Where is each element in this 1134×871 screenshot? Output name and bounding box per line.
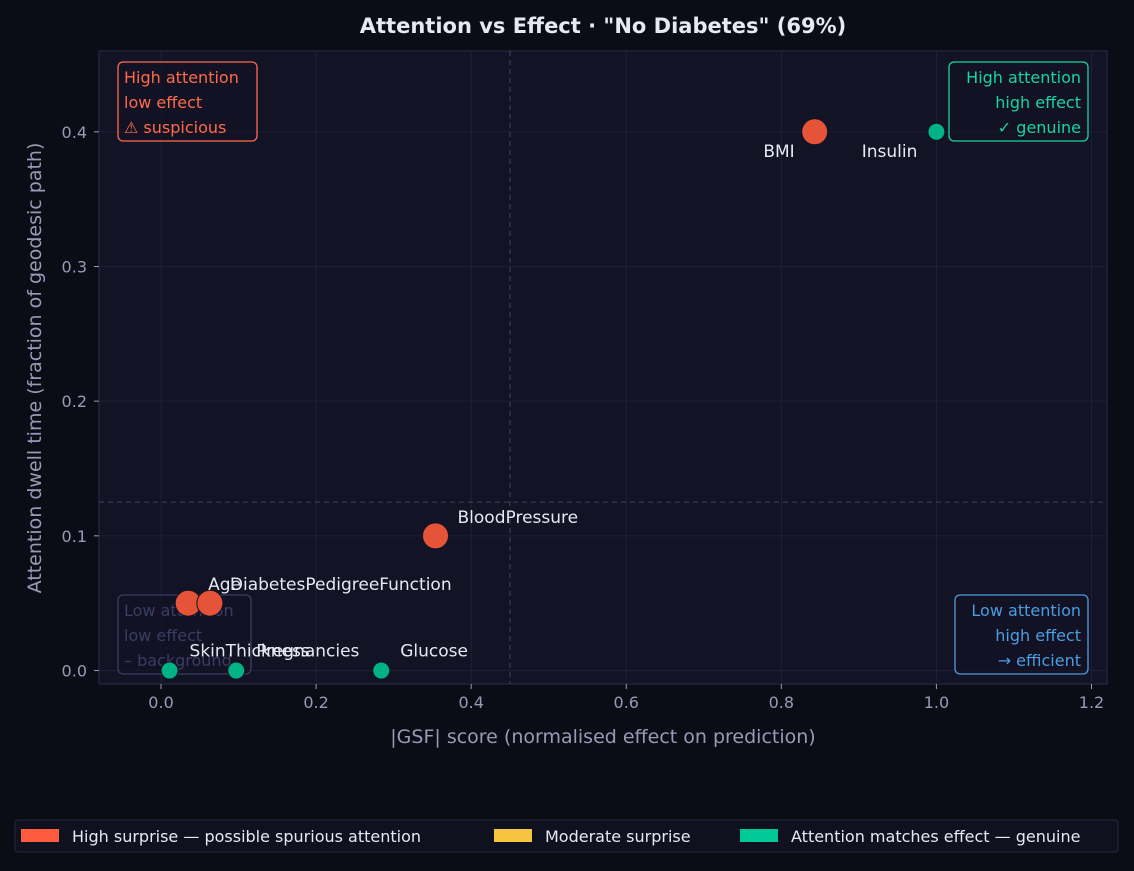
y-tick-label: 0.3 [62, 257, 87, 276]
quadrant-bottom-right-text: high effect [995, 626, 1081, 645]
quadrant-top-left-text: ⚠ suspicious [124, 118, 226, 137]
point-label: BMI [763, 142, 794, 162]
x-tick-label: 1.0 [924, 693, 949, 712]
point-diabetespedigreefunction [196, 589, 224, 617]
point-label: Age [208, 575, 241, 595]
y-axis-label: Attention dwell time (fraction of geodes… [24, 143, 46, 594]
legend-swatch [494, 829, 532, 842]
quadrant-top-left-text: low effect [124, 93, 202, 112]
legend-item: High surprise — possible spurious attent… [21, 827, 421, 846]
quadrant-top-right-text: High attention [966, 68, 1081, 87]
quadrant-top-right-box [948, 61, 1089, 142]
quadrant-bottom-left-text: – background [124, 651, 232, 670]
legend-swatch [740, 829, 778, 842]
point-label: Glucose [400, 642, 468, 662]
x-tick-label: 0.2 [303, 693, 328, 712]
x-tick-label: 0.0 [148, 693, 173, 712]
legend-swatch [21, 829, 59, 842]
threshold-lines [99, 51, 1107, 684]
quadrant-bottom-left-text: low effect [124, 626, 202, 645]
y-tick-label: 0.1 [62, 527, 87, 546]
legend-item: Attention matches effect — genuine [740, 827, 1080, 846]
legend: High surprise — possible spurious attent… [14, 819, 1119, 853]
legend-label: Attention matches effect — genuine [791, 827, 1080, 846]
quadrant-top-right-text: ✓ genuine [998, 118, 1081, 137]
legend-label: High surprise — possible spurious attent… [72, 827, 421, 846]
quadrant-top-right-text: high effect [995, 93, 1081, 112]
x-tick-label: 1.2 [1079, 693, 1104, 712]
x-tick-label: 0.4 [458, 693, 483, 712]
point-label: Insulin [862, 142, 918, 162]
chart-title: Attention vs Effect · "No Diabetes" (69%… [360, 14, 846, 38]
x-axis-label: |GSF| score (normalised effect on predic… [390, 726, 815, 748]
quadrant-bottom-right: Low attention high effect → efficient [954, 594, 1089, 675]
x-tick-label: 0.6 [614, 693, 639, 712]
point-insulin [927, 122, 946, 141]
legend-frame [14, 819, 1119, 853]
quadrant-top-left-box [117, 61, 258, 142]
point-bmi [801, 118, 829, 146]
quadrant-bottom-right-box [954, 594, 1089, 675]
x-tick-label: 0.8 [769, 693, 794, 712]
y-tick-label: 0.4 [62, 123, 87, 142]
quadrant-top-left-text: High attention [124, 68, 239, 87]
y-tick-label: 0.2 [62, 392, 87, 411]
legend-item: Moderate surprise [494, 827, 691, 846]
point-skinthickness [160, 661, 179, 680]
quadrant-top-right: High attention high effect ✓ genuine [948, 61, 1089, 142]
point-label: SkinThickness [190, 642, 310, 662]
point-bloodpressure [422, 522, 450, 550]
point-glucose [372, 661, 391, 680]
point-label: Pregnancies [256, 642, 359, 662]
points-layer: BMI Insulin BloodPressure AgeDiabetesPedigr… [160, 118, 946, 680]
y-tick-label: 0.0 [62, 662, 87, 681]
quadrant-bottom-right-text: Low attention [971, 601, 1081, 620]
point-label: DiabetesPedigreeFunction [230, 575, 452, 595]
quadrant-top-left: High attention low effect ⚠ suspicious [117, 61, 258, 142]
legend-label: Moderate surprise [545, 827, 691, 846]
point-pregnancies [227, 661, 246, 680]
ticks-layer: 0.0 0.2 0.4 0.6 0.8 1.0 1.2 0.0 0.1 0.2 0.3 0.4 [62, 123, 1105, 712]
quadrant-bottom-right-text: → efficient [998, 651, 1081, 670]
point-label: BloodPressure [458, 508, 579, 528]
plot-area [98, 50, 1108, 685]
grid [99, 51, 1107, 684]
